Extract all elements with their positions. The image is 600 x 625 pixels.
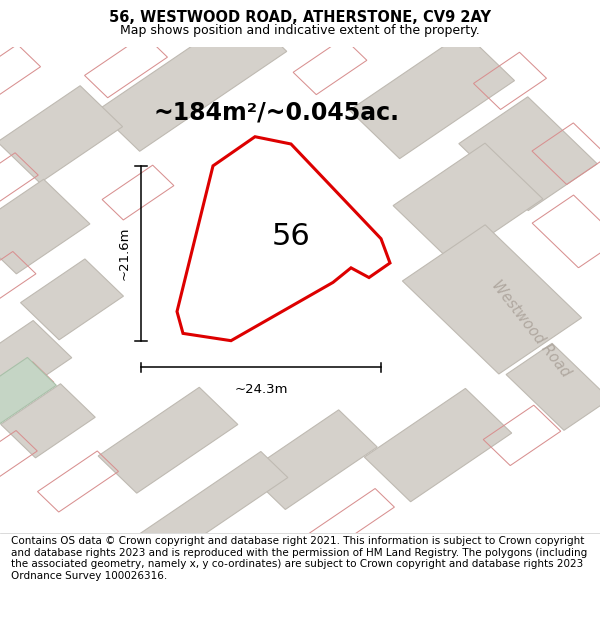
Polygon shape (0, 179, 90, 274)
Polygon shape (506, 343, 600, 431)
Polygon shape (364, 388, 512, 502)
Polygon shape (177, 137, 390, 341)
Polygon shape (0, 321, 72, 404)
Text: 56, WESTWOOD ROAD, ATHERSTONE, CV9 2AY: 56, WESTWOOD ROAD, ATHERSTONE, CV9 2AY (109, 10, 491, 25)
Text: Westwood Road: Westwood Road (489, 278, 573, 380)
Polygon shape (98, 388, 238, 493)
Polygon shape (0, 86, 122, 183)
Polygon shape (132, 451, 288, 565)
Polygon shape (393, 143, 543, 261)
Polygon shape (247, 410, 377, 509)
Text: Contains OS data © Crown copyright and database right 2021. This information is : Contains OS data © Crown copyright and d… (11, 536, 587, 581)
Polygon shape (97, 11, 287, 151)
Polygon shape (20, 259, 124, 340)
Polygon shape (349, 32, 515, 159)
Text: ~24.3m: ~24.3m (234, 383, 288, 396)
Polygon shape (459, 97, 597, 211)
Polygon shape (1, 384, 95, 458)
Text: ~184m²/~0.045ac.: ~184m²/~0.045ac. (153, 101, 399, 124)
Text: ~21.6m: ~21.6m (118, 226, 131, 280)
Polygon shape (0, 357, 56, 426)
Text: Map shows position and indicative extent of the property.: Map shows position and indicative extent… (120, 24, 480, 36)
Polygon shape (403, 225, 581, 374)
Text: 56: 56 (272, 222, 310, 251)
